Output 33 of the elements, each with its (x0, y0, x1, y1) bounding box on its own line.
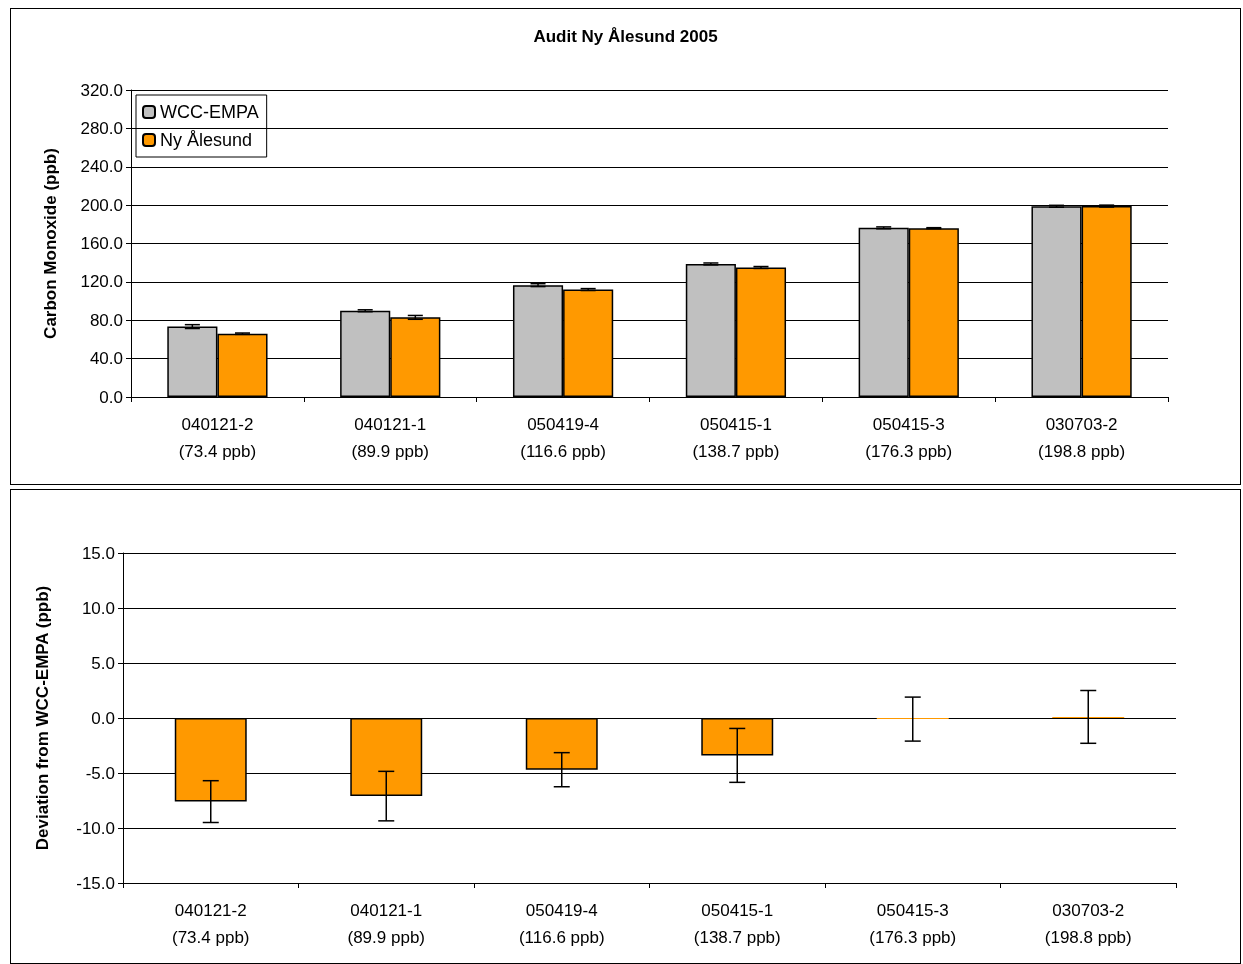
y-tick-label: 240.0 (80, 157, 123, 177)
legend-label: Ny Ålesund (160, 130, 253, 150)
y-axis-title: Carbon Monoxide (ppb) (41, 148, 60, 339)
y-tick-label: 280.0 (80, 118, 123, 138)
x-tick-label: 050415-3 (176.3 ppb) (869, 901, 957, 947)
x-tick-label: 050419-4 (116.6 ppb) (520, 415, 606, 461)
x-tick-label: 050415-3 (176.3 ppb) (865, 415, 953, 461)
y-tick-label: 160.0 (80, 234, 123, 253)
y-tick-label: -15.0 (76, 873, 115, 893)
y-tick-label: 10.0 (81, 598, 115, 618)
x-tick-label: 040121-1 (89.9 ppb) (351, 415, 429, 461)
y-tick-label: 0.0 (91, 708, 115, 728)
y-tick-label: 120.0 (80, 272, 123, 292)
y-tick-label: 40.0 (89, 349, 123, 369)
chart-title: Audit Ny Ålesund 2005 (533, 27, 718, 46)
y-tick-label: 200.0 (80, 195, 123, 215)
y-tick-label: 5.0 (91, 653, 115, 673)
y-tick-label: -5.0 (85, 763, 115, 783)
x-tick-label: 040121-2 (73.4 ppb) (178, 415, 257, 461)
legend-label: WCC-EMPA (160, 102, 259, 122)
y-axis-title: Deviation from WCC-EMPA (ppb) (33, 585, 52, 851)
x-tick-label: 050419-4 (116.6 ppb) (518, 901, 605, 947)
y-tick-label: 15.0 (81, 543, 115, 563)
x-tick-label: 040121-2 (73.4 ppb) (172, 901, 250, 947)
x-tick-label: 030703-2 (198.8 ppb) (1044, 901, 1132, 947)
x-tick-label: 040121-1 (89.9 ppb) (347, 901, 425, 947)
x-tick-label: 030703-2 (198.8 ppb) (1038, 415, 1126, 461)
x-tick-label: 050415-1 (138.7 ppb) (692, 415, 780, 461)
x-tick-label: 050415-1 (138.7 ppb) (693, 901, 781, 947)
y-tick-label: 0.0 (99, 387, 123, 407)
y-tick-label: 80.0 (89, 310, 123, 330)
y-tick-label: -10.0 (76, 818, 115, 838)
y-tick-label: 320.0 (80, 80, 123, 100)
